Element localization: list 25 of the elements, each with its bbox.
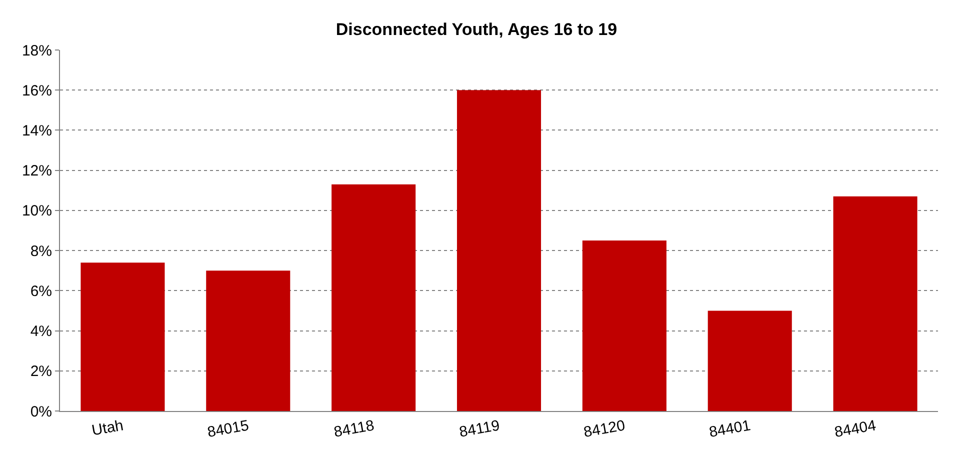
x-tick-label: 84015 — [206, 417, 250, 442]
y-tick-label: 6% — [30, 282, 52, 300]
x-tick-label: 84118 — [332, 417, 376, 441]
y-tick-label: 12% — [22, 162, 52, 180]
bar — [332, 184, 416, 411]
x-tick-label: 84404 — [833, 417, 878, 442]
bar — [833, 196, 918, 411]
y-tick-label: 14% — [22, 122, 52, 140]
x-tick-label: 84120 — [582, 417, 626, 442]
y-tick-label: 8% — [30, 242, 52, 260]
x-tick-label: Utah — [90, 417, 125, 440]
bar — [582, 240, 666, 411]
bar — [80, 262, 165, 411]
bar — [206, 270, 290, 411]
y-tick-label: 0% — [30, 403, 52, 420]
y-tick-label: 10% — [22, 202, 52, 220]
chart-title: Disconnected Youth, Ages 16 to 19 — [336, 20, 618, 39]
x-tick-label: 84119 — [458, 417, 501, 441]
bar — [708, 310, 792, 411]
y-tick-label: 18% — [22, 42, 52, 60]
y-tick-label: 16% — [22, 82, 52, 100]
bar — [456, 90, 542, 411]
x-tick-label: 84401 — [708, 417, 752, 442]
y-tick-label: 4% — [30, 323, 52, 340]
y-tick-label: 2% — [30, 363, 52, 380]
